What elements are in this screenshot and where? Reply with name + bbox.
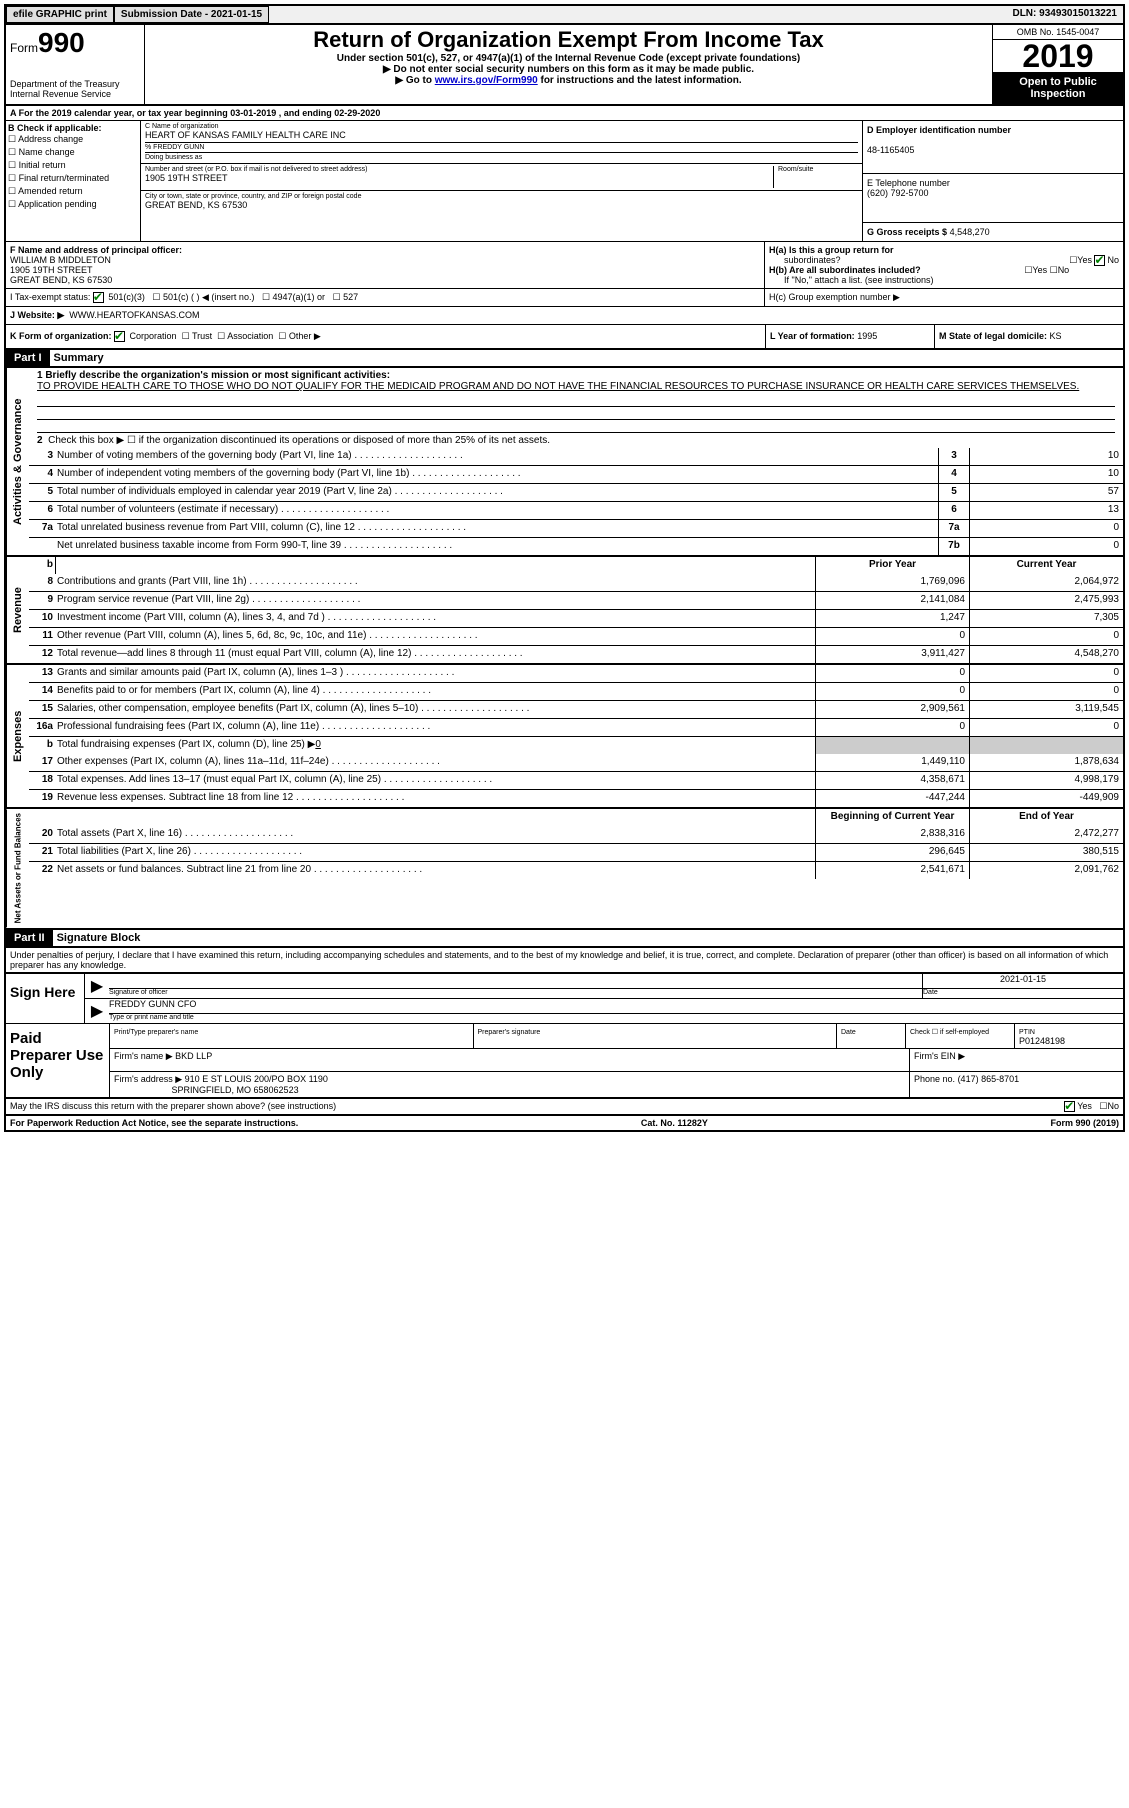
line-17: 17 Other expenses (Part IX, column (A), … bbox=[29, 754, 1123, 771]
side-netassets: Net Assets or Fund Balances bbox=[6, 809, 29, 927]
org-name-cell: C Name of organization HEART OF KANSAS F… bbox=[141, 121, 862, 164]
line-19: 19 Revenue less expenses. Subtract line … bbox=[29, 789, 1123, 807]
top-bar: efile GRAPHIC print Submission Date - 20… bbox=[4, 4, 1125, 25]
dln-text: DLN: 93493015013221 bbox=[1006, 6, 1123, 23]
open-public: Open to Public Inspection bbox=[993, 72, 1123, 104]
netassets-table: Net Assets or Fund Balances Beginning of… bbox=[4, 809, 1125, 929]
discuss-row: May the IRS discuss this return with the… bbox=[4, 1099, 1125, 1116]
officer-cell: F Name and address of principal officer:… bbox=[6, 242, 764, 288]
form-header: Form990 Department of the Treasury Inter… bbox=[4, 25, 1125, 106]
page-footer: For Paperwork Reduction Act Notice, see … bbox=[4, 1116, 1125, 1132]
line-11: 11 Other revenue (Part VIII, column (A),… bbox=[29, 627, 1123, 645]
tax-year: 2019 bbox=[993, 40, 1123, 72]
line-20: 20 Total assets (Part X, line 16) 2,838,… bbox=[29, 826, 1123, 843]
cb-final[interactable]: ☐ Final return/terminated bbox=[8, 172, 138, 185]
tax-status-row: I Tax-exempt status: 501(c)(3) ☐ 501(c) … bbox=[6, 289, 764, 306]
ein-cell: D Employer identification number 48-1165… bbox=[863, 121, 1123, 174]
phone-cell: E Telephone number (620) 792-5700 bbox=[863, 174, 1123, 223]
governance-table: Activities & Governance 1 Briefly descri… bbox=[4, 368, 1125, 557]
line2: 2 Check this box ▶ ☐ if the organization… bbox=[29, 433, 1123, 448]
year-formation: L Year of formation: 1995 bbox=[765, 325, 934, 348]
subtitle3: ▶ Go to www.irs.gov/Form990 for instruct… bbox=[149, 75, 988, 86]
gov-line-7b: Net unrelated business taxable income fr… bbox=[29, 537, 1123, 555]
line-14: 14 Benefits paid to or for members (Part… bbox=[29, 682, 1123, 700]
form-title: Return of Organization Exempt From Incom… bbox=[149, 27, 988, 53]
irs-link[interactable]: www.irs.gov/Form990 bbox=[435, 75, 538, 86]
gov-line-5: 5 Total number of individuals employed i… bbox=[29, 483, 1123, 501]
cb-discuss-yes[interactable] bbox=[1064, 1101, 1075, 1112]
line-8: 8 Contributions and grants (Part VIII, l… bbox=[29, 574, 1123, 591]
period-line: A For the 2019 calendar year, or tax yea… bbox=[6, 106, 1123, 121]
cb-amended[interactable]: ☐ Amended return bbox=[8, 185, 138, 198]
form-org-row: K Form of organization: Corporation ☐ Tr… bbox=[6, 325, 765, 348]
hc-cell: H(c) Group exemption number ▶ bbox=[764, 289, 1123, 306]
form-number: Form990 bbox=[10, 27, 140, 59]
group-return-cell: H(a) Is this a group return for subordin… bbox=[764, 242, 1123, 288]
line-21: 21 Total liabilities (Part X, line 26) 2… bbox=[29, 843, 1123, 861]
side-expenses: Expenses bbox=[6, 665, 29, 807]
part1-header: Part I Summary bbox=[4, 350, 1125, 368]
subtitle2: ▶ Do not enter social security numbers o… bbox=[149, 64, 988, 75]
part2-header: Part II Signature Block bbox=[4, 930, 1125, 948]
mission-line: 1 Briefly describe the organization's mi… bbox=[29, 368, 1123, 394]
line-15: 15 Salaries, other compensation, employe… bbox=[29, 700, 1123, 718]
revenue-table: Revenue b Prior Year Current Year 8 Cont… bbox=[4, 557, 1125, 665]
city-cell: City or town, state or province, country… bbox=[141, 191, 862, 217]
declaration: Under penalties of perjury, I declare th… bbox=[4, 948, 1125, 972]
rev-header: b Prior Year Current Year bbox=[29, 557, 1123, 574]
side-revenue: Revenue bbox=[6, 557, 29, 663]
sign-here-block: Sign Here ▶ Signature of officer 2021-01… bbox=[4, 972, 1125, 1024]
line-9: 9 Program service revenue (Part VIII, li… bbox=[29, 591, 1123, 609]
cb-pending[interactable]: ☐ Application pending bbox=[8, 198, 138, 211]
dept-label: Department of the Treasury bbox=[10, 79, 140, 89]
gov-line-7a: 7a Total unrelated business revenue from… bbox=[29, 519, 1123, 537]
entity-section: A For the 2019 calendar year, or tax yea… bbox=[4, 106, 1125, 350]
cb-initial[interactable]: ☐ Initial return bbox=[8, 159, 138, 172]
line-10: 10 Investment income (Part VIII, column … bbox=[29, 609, 1123, 627]
line-16b: b Total fundraising expenses (Part IX, c… bbox=[29, 736, 1123, 754]
line-13: 13 Grants and similar amounts paid (Part… bbox=[29, 665, 1123, 682]
line-16a: 16a Professional fundraising fees (Part … bbox=[29, 718, 1123, 736]
subtitle1: Under section 501(c), 527, or 4947(a)(1)… bbox=[149, 53, 988, 64]
state-domicile: M State of legal domicile: KS bbox=[934, 325, 1123, 348]
line-18: 18 Total expenses. Add lines 13–17 (must… bbox=[29, 771, 1123, 789]
checkbox-column: B Check if applicable: ☐ Address change … bbox=[6, 121, 141, 241]
side-governance: Activities & Governance bbox=[6, 368, 29, 555]
submission-date: Submission Date - 2021-01-15 bbox=[114, 6, 269, 23]
gov-line-4: 4 Number of independent voting members o… bbox=[29, 465, 1123, 483]
efile-btn[interactable]: efile GRAPHIC print bbox=[6, 6, 114, 23]
line-12: 12 Total revenue—add lines 8 through 11 … bbox=[29, 645, 1123, 663]
gov-line-6: 6 Total number of volunteers (estimate i… bbox=[29, 501, 1123, 519]
gov-line-3: 3 Number of voting members of the govern… bbox=[29, 448, 1123, 465]
address-cell: Number and street (or P.O. box if mail i… bbox=[141, 164, 862, 191]
gross-cell: G Gross receipts $ 4,548,270 bbox=[863, 223, 1123, 241]
preparer-block: Paid Preparer Use Only Print/Type prepar… bbox=[4, 1024, 1125, 1099]
cb-address[interactable]: ☐ Address change bbox=[8, 133, 138, 146]
line-22: 22 Net assets or fund balances. Subtract… bbox=[29, 861, 1123, 879]
irs-label: Internal Revenue Service bbox=[10, 89, 140, 99]
cb-name[interactable]: ☐ Name change bbox=[8, 146, 138, 159]
cb-corp[interactable] bbox=[114, 331, 125, 342]
expenses-table: Expenses 13 Grants and similar amounts p… bbox=[4, 665, 1125, 809]
cb-501c3[interactable] bbox=[93, 292, 104, 303]
website-row: J Website: ▶ WWW.HEARTOFKANSAS.COM bbox=[6, 306, 1123, 324]
net-header: Beginning of Current Year End of Year bbox=[29, 809, 1123, 826]
